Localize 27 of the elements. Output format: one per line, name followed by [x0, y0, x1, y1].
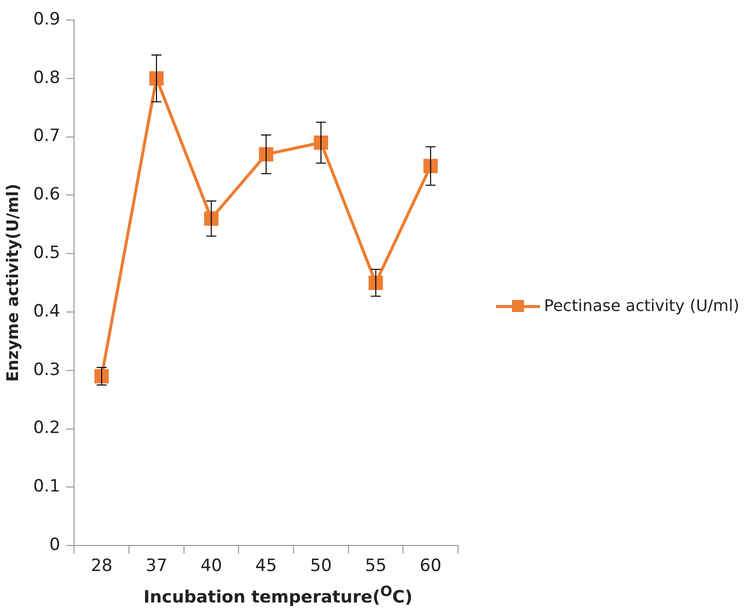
- y-tick-label: 0.5: [33, 243, 60, 264]
- point: [314, 135, 328, 150]
- point: [204, 211, 218, 226]
- x-axis-title: Incubation temperature($^{O}$C): [142, 584, 414, 608]
- point: [423, 158, 438, 174]
- y-tick-label: 0.2: [33, 418, 60, 438]
- point: [258, 147, 274, 162]
- y-tick-label: 0.1: [33, 476, 60, 497]
- x-tick-label: 40: [200, 556, 222, 576]
- x-tick-label: 45: [255, 556, 277, 576]
- y-tick-label: 0.8: [33, 68, 60, 88]
- y-tick-label: 0: [49, 535, 60, 556]
- x-tick-label: 50: [310, 556, 332, 576]
- y-tick-label: 0.9: [33, 9, 60, 30]
- x-tick-label: 55: [364, 556, 387, 576]
- x-tick-label: 28: [90, 556, 112, 576]
- y-tick-label: 0.4: [33, 301, 60, 322]
- y-axis-title: Enzyme activity(U/ml): [2, 184, 22, 382]
- y-tick-label: 0.6: [33, 184, 60, 205]
- point: [94, 369, 109, 384]
- y-tick-label: 0.7: [33, 126, 60, 146]
- y-tick-label: 0.3: [33, 360, 60, 380]
- point: [149, 71, 164, 86]
- legend-label: Pectinase activity (U/ml): [544, 295, 740, 317]
- x-tick-label: 60: [420, 556, 442, 576]
- x-tick-label: 37: [146, 556, 168, 576]
- point: [368, 276, 383, 290]
